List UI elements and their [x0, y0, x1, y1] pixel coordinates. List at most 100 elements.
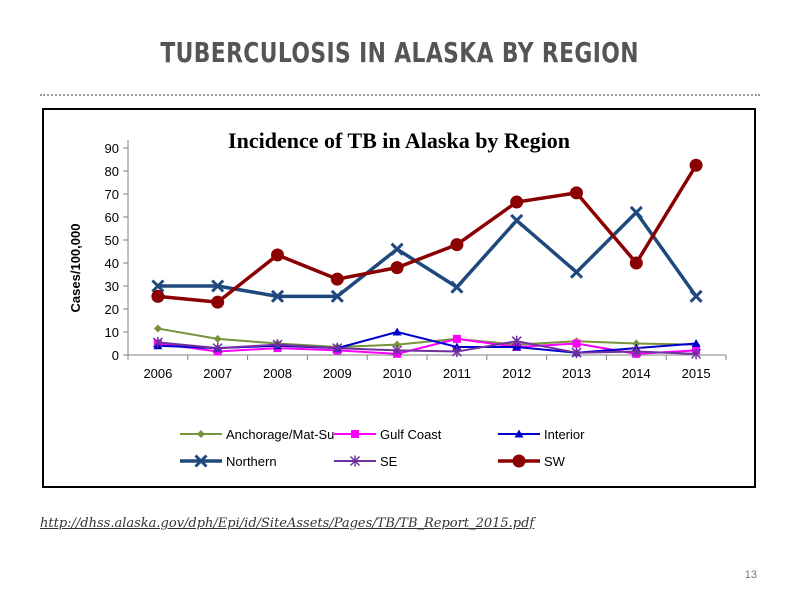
- data-point-se: [212, 342, 223, 354]
- data-point-northern: [270, 289, 285, 303]
- series-se: [152, 335, 702, 360]
- data-point-northern: [510, 213, 524, 228]
- x-marker-stroke: [510, 213, 524, 228]
- chart-title: Incidence of TB in Alaska by Region: [228, 128, 570, 153]
- y-axis-label: Cases/100,000: [68, 224, 83, 313]
- legend-marker-northern: [194, 454, 208, 468]
- x-tick-label: 2008: [263, 366, 292, 381]
- data-point-sw: [271, 248, 284, 262]
- data-point-northern: [330, 289, 344, 303]
- legend-marker-gulf-coast: [351, 430, 359, 438]
- x-marker-stroke: [390, 242, 404, 256]
- legend-item-se: SE: [334, 454, 398, 469]
- data-point-northern: [569, 265, 584, 279]
- x-tick-label: 2007: [203, 366, 232, 381]
- x-tick-label: 2012: [502, 366, 531, 381]
- y-tick-label: 90: [105, 141, 119, 156]
- data-point-northern: [151, 279, 165, 293]
- legend-item-northern: Northern: [180, 454, 277, 469]
- data-point-sw: [629, 256, 643, 270]
- x-marker-stroke: [689, 289, 703, 303]
- legend-marker-se: [349, 455, 361, 467]
- y-tick-label: 60: [105, 210, 119, 225]
- title-divider: [40, 94, 760, 96]
- legend-label-anchorage-mat-su: Anchorage/Mat-Su: [226, 427, 334, 442]
- legend-label-se: SE: [380, 454, 398, 469]
- data-point-gulf-coast: [572, 339, 581, 348]
- y-tick-label: 70: [105, 187, 119, 202]
- source-link[interactable]: http://dhss.alaska.gov/dph/Epi/id/SiteAs…: [40, 516, 535, 531]
- y-tick-label: 10: [105, 325, 119, 340]
- data-point-anchorage-mat-su: [153, 324, 162, 333]
- series-line-anchorage-mat-su: [157, 327, 697, 348]
- plot-area: 0 10 20 30 40 50 60 70 80 90 2006 2007 2008 2009 2010 2…: [105, 140, 727, 381]
- y-tick-label: 50: [105, 233, 119, 248]
- legend-marker-anchorage-mat-su: [197, 430, 205, 438]
- x-marker-stroke: [194, 454, 208, 468]
- legend-item-anchorage-mat-su: Anchorage/Mat-Su: [180, 427, 334, 442]
- data-point-northern: [689, 289, 703, 303]
- y-tick-label: 30: [105, 279, 119, 294]
- slide-title: TUBERCULOSIS IN ALASKA BY REGION: [160, 36, 639, 69]
- x-tick-label: 2014: [622, 366, 651, 381]
- legend-item-interior: Interior: [498, 427, 585, 442]
- data-point-sw: [330, 272, 344, 286]
- y-tick-label: 0: [112, 348, 119, 363]
- data-point-sw: [151, 289, 165, 303]
- legend-item-gulf-coast: Gulf Coast: [334, 427, 442, 442]
- data-point-se: [571, 347, 582, 359]
- data-point-sw: [510, 195, 524, 209]
- legend-item-sw: SW: [498, 454, 566, 469]
- x-marker-stroke: [330, 289, 344, 303]
- x-tick-label: 2013: [562, 366, 591, 381]
- data-point-anchorage-mat-su: [393, 340, 402, 349]
- legend-marker-sw: [512, 454, 526, 468]
- series-sw: [151, 158, 703, 309]
- series-line-se: [157, 340, 697, 355]
- page-number: 13: [744, 569, 757, 581]
- series-northern: [151, 205, 703, 303]
- y-tick-label: 20: [105, 302, 119, 317]
- series-line-sw: [157, 164, 698, 304]
- series-line-gulf-coast: [157, 337, 697, 355]
- y-tick-label: 80: [105, 164, 119, 179]
- data-point-sw: [689, 158, 703, 172]
- x-tick-label: 2010: [383, 366, 412, 381]
- legend-marker-interior: [514, 429, 524, 438]
- data-point-se: [631, 346, 642, 358]
- data-point-sw: [390, 261, 404, 275]
- data-point-sw: [450, 238, 464, 252]
- y-tick-label: 40: [105, 256, 119, 271]
- series-line-northern: [157, 210, 698, 299]
- data-point-se: [152, 336, 163, 348]
- x-marker-stroke: [629, 205, 643, 219]
- x-marker-stroke: [569, 265, 584, 279]
- data-point-se: [392, 344, 403, 356]
- data-point-northern: [211, 279, 225, 293]
- legend-label-sw: SW: [544, 454, 566, 469]
- x-tick-label: 2015: [682, 366, 711, 381]
- x-marker-stroke: [450, 280, 464, 294]
- legend-label-northern: Northern: [226, 454, 277, 469]
- x-tick-label: 2009: [323, 366, 352, 381]
- legend: Anchorage/Mat-Su Gulf Coast Interior Northe…: [180, 427, 585, 469]
- data-point-interior: [392, 327, 402, 336]
- x-marker-stroke: [270, 289, 285, 303]
- x-tick-label: 2006: [143, 366, 172, 381]
- data-point-se: [332, 342, 343, 354]
- data-point-sw: [570, 186, 583, 200]
- data-point-anchorage-mat-su: [213, 334, 222, 343]
- x-marker-stroke: [211, 279, 225, 293]
- x-tick-label: 2011: [443, 366, 471, 381]
- legend-label-gulf-coast: Gulf Coast: [380, 427, 442, 442]
- x-marker-stroke: [151, 279, 165, 293]
- chart: Incidence of TB in Alaska by Region Case…: [42, 108, 756, 488]
- data-point-se: [451, 346, 462, 358]
- data-point-gulf-coast: [452, 334, 461, 343]
- data-point-interior: [691, 339, 701, 347]
- data-point-anchorage-mat-su: [632, 339, 641, 348]
- data-point-northern: [629, 205, 643, 219]
- data-point-northern: [450, 280, 464, 294]
- data-point-northern: [390, 242, 404, 256]
- data-point-se: [511, 335, 522, 347]
